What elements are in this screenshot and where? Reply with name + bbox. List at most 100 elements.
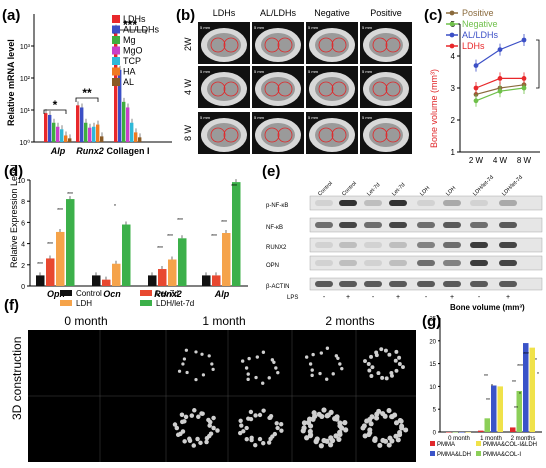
panel-f-bone-2m-top-right bbox=[387, 352, 392, 357]
panel-g-legend-label: PMMA&COL-I&LDH bbox=[483, 442, 537, 448]
panel-c-legend-marker bbox=[449, 10, 455, 16]
panel-f-bone-2m-bottom-right bbox=[386, 408, 392, 414]
panel-a-xtick-label: Alp bbox=[50, 146, 66, 156]
panel-e-band bbox=[389, 242, 407, 248]
panel-f-bone-2m-bottom-right bbox=[369, 414, 375, 420]
panel-f-bone-1m-top-right bbox=[276, 370, 280, 375]
panel-f-bone-1m-bottom-right bbox=[257, 412, 263, 418]
panel-f-bone-2m-bottom-right bbox=[377, 442, 383, 448]
panel-f-col-label: 1 month bbox=[202, 314, 245, 328]
panel-e-band bbox=[417, 200, 435, 206]
panel-d-chart: Relative Expression Level 0 2 4 6 8 10 Opn Ocn R… bbox=[9, 164, 248, 308]
panel-f-bone-2m-top-left bbox=[338, 362, 342, 366]
panel-f-bone-2m-top-right bbox=[374, 353, 379, 358]
panel-b-defect-circle bbox=[318, 127, 334, 143]
panel-f-bone-2m-top-left bbox=[310, 373, 314, 378]
panel-f-bone-2m-bottom-right bbox=[397, 432, 403, 438]
panel-a-sig-runx2-label: ** bbox=[82, 86, 92, 100]
panel-f-bone-1m-top-left bbox=[181, 362, 185, 366]
panel-g-sig-label: ** bbox=[512, 380, 516, 386]
panel-g-sig-label: ** bbox=[514, 406, 518, 412]
panel-c-xtick-label: 2 W bbox=[469, 156, 484, 165]
panel-b-scale-label: 5 mm bbox=[200, 115, 211, 120]
panel-g-xtick-label: 2 months bbox=[511, 436, 536, 442]
panel-f-bone-1m-top-right bbox=[270, 358, 275, 362]
panel-g-sig-label: *** bbox=[523, 352, 529, 358]
panel-f-bone-2m-top-right bbox=[393, 358, 398, 363]
panel-b-defect-circle bbox=[385, 127, 401, 143]
panel-f-bone-2m-top-right bbox=[366, 362, 371, 366]
panel-a-legend-label: AL bbox=[123, 77, 134, 87]
panel-f-bone-1m-bottom-right bbox=[261, 441, 266, 446]
panel-g-sig-label: * bbox=[535, 358, 537, 364]
panel-f-bone-2m-bottom-right bbox=[387, 435, 393, 441]
panel-a-bar bbox=[138, 137, 142, 142]
panel-f-bone-1m-bottom-right bbox=[274, 421, 279, 426]
panel-e-band bbox=[315, 242, 333, 248]
panel-c-legend-label: AL/LDHs bbox=[462, 30, 499, 40]
panel-f-bone-1m-bottom-left bbox=[198, 440, 203, 446]
panel-g-sig-label: * bbox=[491, 384, 493, 390]
panel-a-bar bbox=[84, 122, 88, 142]
panel-d-sig-label: *** bbox=[47, 242, 53, 248]
panel-f-bone-2m-bottom-right bbox=[397, 417, 403, 424]
panel-d-legend-swatch bbox=[140, 290, 152, 296]
panel-f-bone-1m-bottom-right bbox=[257, 436, 263, 442]
panel-d-ylabel: Relative Expression Level bbox=[9, 164, 19, 268]
panel-b-defect-circle bbox=[264, 81, 280, 97]
panel-f-bone-2m-bottom-left bbox=[337, 423, 343, 429]
panel-e-lane-label: Let-7d bbox=[391, 182, 406, 197]
panel-e-lps-sign: + bbox=[346, 294, 350, 301]
panel-e-band bbox=[339, 200, 357, 206]
panel-f-bone-1m-bottom-left bbox=[207, 423, 212, 428]
panel-b-scale-label: 5 mm bbox=[362, 69, 373, 74]
panel-f-bone-2m-bottom-left bbox=[328, 442, 334, 448]
panel-b-col-label: LDHs bbox=[213, 8, 236, 18]
panel-e-band bbox=[339, 260, 357, 266]
panel-d-sig-label: * bbox=[114, 204, 116, 210]
panel-d-ytick-label: 6 bbox=[21, 220, 25, 227]
panel-e-band bbox=[389, 260, 407, 266]
panel-b-defect-circle bbox=[223, 127, 239, 143]
panel-f-bone-2m-top-left bbox=[311, 352, 315, 357]
panel-f-bone-2m-top-left bbox=[325, 377, 329, 381]
panel-a-bar bbox=[64, 135, 68, 142]
panel-b-defect-circle bbox=[331, 127, 347, 143]
panel-e-band bbox=[417, 242, 435, 248]
panel-g-bar bbox=[465, 432, 471, 433]
panel-f-bone-1m-top-right bbox=[255, 355, 260, 359]
panel-d-bar bbox=[222, 233, 231, 286]
panel-b-scale-label: 5 mm bbox=[362, 115, 373, 120]
panel-f-bone-2m-bottom-left bbox=[328, 435, 334, 441]
panel-d-legend-label: LDH/let-7d bbox=[156, 299, 194, 308]
panel-d-ytick-label: 4 bbox=[21, 242, 25, 249]
panel-c-ytick-label: 3 bbox=[451, 84, 456, 93]
panel-e-band-label: NF-κB bbox=[266, 225, 283, 231]
panel-f-bone-1m-bottom-left bbox=[196, 414, 201, 420]
panel-e-lane-label: LDH/let-7d bbox=[472, 175, 495, 198]
panel-e-band bbox=[417, 222, 435, 228]
panel-f-bone-1m-top-right bbox=[272, 360, 276, 364]
panel-g-ytick-label: 15 bbox=[429, 362, 436, 368]
panel-b-defect-circle bbox=[210, 127, 226, 143]
panel-f-bone-1m-top-right bbox=[254, 375, 258, 380]
panel-e-lane-label: LDH/let-7d bbox=[501, 175, 524, 198]
panel-f-bone-2m-top-left bbox=[310, 368, 314, 372]
panel-g-ytick-label: 0 bbox=[433, 431, 437, 437]
panel-f-bone-1m-bottom-right bbox=[270, 434, 275, 439]
panel-b-microct-grid: LDHs AL/LDHs Negative Positive 2W 5 mm 5 mm 5 m… bbox=[183, 8, 412, 154]
panel-f-bone-2m-top-right bbox=[363, 359, 367, 364]
panel-b-defect-circle bbox=[372, 37, 388, 53]
panel-g-legend-swatch bbox=[476, 451, 481, 456]
panel-f-bone-2m-bottom-right bbox=[399, 423, 405, 429]
panel-f-bone-2m-top-right bbox=[379, 347, 384, 352]
panel-label-e: (e) bbox=[262, 163, 280, 180]
panel-f-bone-2m-bottom-left bbox=[336, 436, 342, 443]
panel-a-legend-label: AL/LDHs bbox=[123, 25, 160, 35]
panel-label-c: (c) bbox=[424, 7, 442, 24]
panel-d-sig-label: *** bbox=[211, 234, 217, 240]
panel-f-bone-1m-top-right bbox=[274, 366, 278, 370]
panel-e-band bbox=[389, 281, 407, 287]
panel-label-a: (a) bbox=[2, 7, 20, 24]
panel-d-bar bbox=[168, 259, 177, 286]
